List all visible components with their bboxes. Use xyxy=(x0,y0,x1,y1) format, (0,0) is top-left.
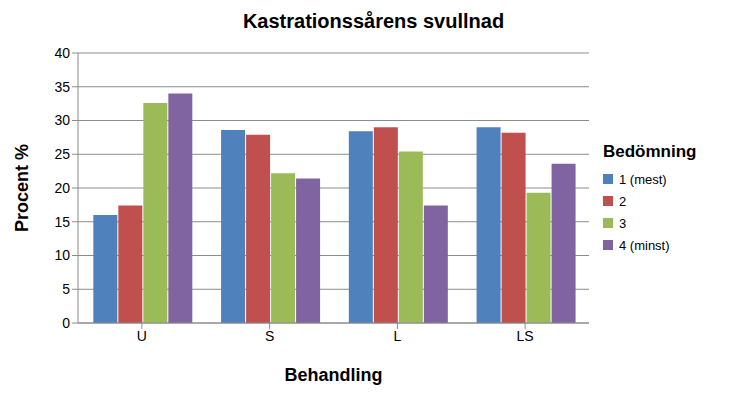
html-text:1 (mest): 1 (mest) xyxy=(619,171,667,187)
svg-text:Procent %: Procent % xyxy=(12,144,32,232)
svg-text:40: 40 xyxy=(54,45,70,61)
svg-text:10: 10 xyxy=(54,247,70,263)
svg-text:S: S xyxy=(265,328,274,344)
html-text:3: 3 xyxy=(619,215,627,231)
svg-text:15: 15 xyxy=(54,214,70,230)
svg-text:25: 25 xyxy=(54,146,70,162)
svg-text:LS: LS xyxy=(517,328,534,344)
svg-text:5: 5 xyxy=(62,281,70,297)
html-text:Bedömning: Bedömning xyxy=(603,142,697,161)
html-text:2: 2 xyxy=(619,193,627,209)
svg-text:L: L xyxy=(393,328,401,344)
html-text:Kastrationssårens svullnad: Kastrationssårens svullnad xyxy=(242,10,505,32)
svg-text:0: 0 xyxy=(62,315,70,331)
svg-text:U: U xyxy=(137,328,147,344)
html-text:4 (minst): 4 (minst) xyxy=(619,237,670,253)
svg-text:35: 35 xyxy=(54,79,70,95)
svg-text:Behandling: Behandling xyxy=(285,365,383,385)
svg-text:30: 30 xyxy=(54,112,70,128)
svg-text:20: 20 xyxy=(54,180,70,196)
